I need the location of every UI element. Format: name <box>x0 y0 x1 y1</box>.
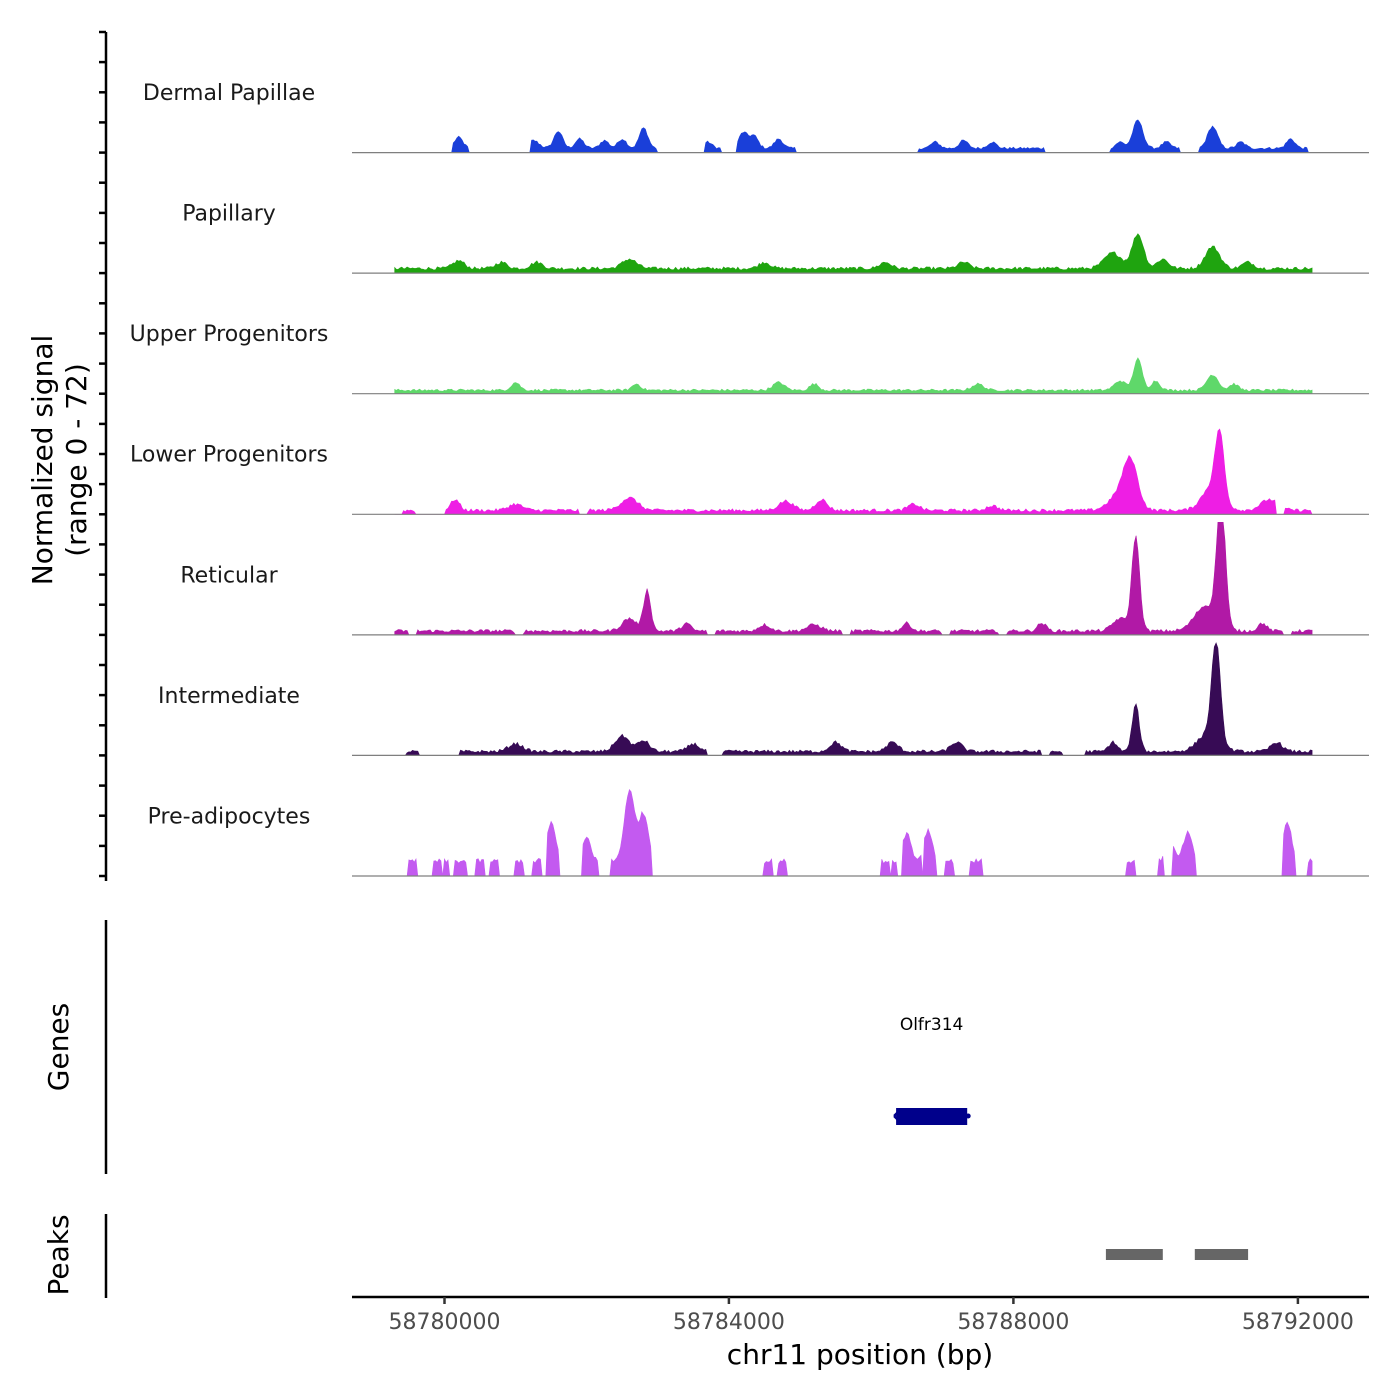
track-signal-area <box>394 428 1313 515</box>
track-label: Papillary <box>182 202 276 227</box>
track-signal-area <box>394 642 1313 756</box>
x-axis: 58780000 58784000 58788000 58792000 chr11 p… <box>352 1295 1369 1371</box>
gene-label: Olfr314 <box>900 1015 964 1035</box>
peaks-panel: Peaks <box>42 1214 1249 1298</box>
track-signal-area <box>394 522 1313 636</box>
track-lower-progenitors: Lower Progenitors <box>130 428 1369 515</box>
gene-annotations: Olfr314 <box>893 1015 971 1125</box>
track-reticular: Reticular <box>180 522 1369 636</box>
gene-strand-arrow <box>893 1109 901 1123</box>
x-axis-ticks: 58780000 58784000 58788000 58792000 <box>389 1297 1354 1335</box>
track-intermediate: Intermediate <box>158 642 1369 757</box>
track-label: Lower Progenitors <box>130 443 328 468</box>
signal-axis <box>99 30 108 881</box>
track-pre-adipocytes: Pre-adipocytes <box>148 788 1369 877</box>
track-dermal-papillae: Dermal Papillae <box>143 81 1369 154</box>
track-label: Pre-adipocytes <box>148 804 311 829</box>
genes-panel-label: Genes <box>42 1003 75 1091</box>
x-tick-label: 58788000 <box>957 1310 1069 1335</box>
track-signal-area <box>394 357 1313 394</box>
y-axis-title-line2: (range 0 - 72) <box>60 363 93 557</box>
gene-exon <box>896 1108 968 1125</box>
track-label: Intermediate <box>158 684 300 709</box>
track-papillary: Papillary <box>182 202 1369 274</box>
x-tick-label: 58780000 <box>389 1310 501 1335</box>
peak-regions <box>1105 1249 1249 1260</box>
x-tick-label: 58792000 <box>1242 1310 1354 1335</box>
track-label: Upper Progenitors <box>130 322 329 347</box>
x-tick-label: 58784000 <box>673 1310 785 1335</box>
signal-tracks: Dermal Papillae Papillary Upper Progenitor… <box>130 81 1369 877</box>
x-axis-title: chr11 position (bp) <box>727 1338 993 1371</box>
track-signal-area <box>394 788 1313 877</box>
peak-region <box>1105 1249 1163 1260</box>
peaks-panel-label: Peaks <box>42 1214 75 1295</box>
gene-olfr314: Olfr314 <box>893 1015 971 1125</box>
track-label: Reticular <box>180 563 278 588</box>
gene-end-marker <box>965 1113 971 1119</box>
track-signal-area <box>394 233 1313 274</box>
y-axis-title-line1: Normalized signal <box>26 335 59 586</box>
track-label: Dermal Papillae <box>143 81 315 106</box>
genes-panel: Genes Olfr314 <box>42 920 971 1174</box>
peak-region <box>1194 1249 1249 1260</box>
track-signal-area <box>394 119 1313 153</box>
signal-axis-ticks <box>99 30 106 878</box>
track-upper-progenitors: Upper Progenitors <box>130 322 1369 395</box>
